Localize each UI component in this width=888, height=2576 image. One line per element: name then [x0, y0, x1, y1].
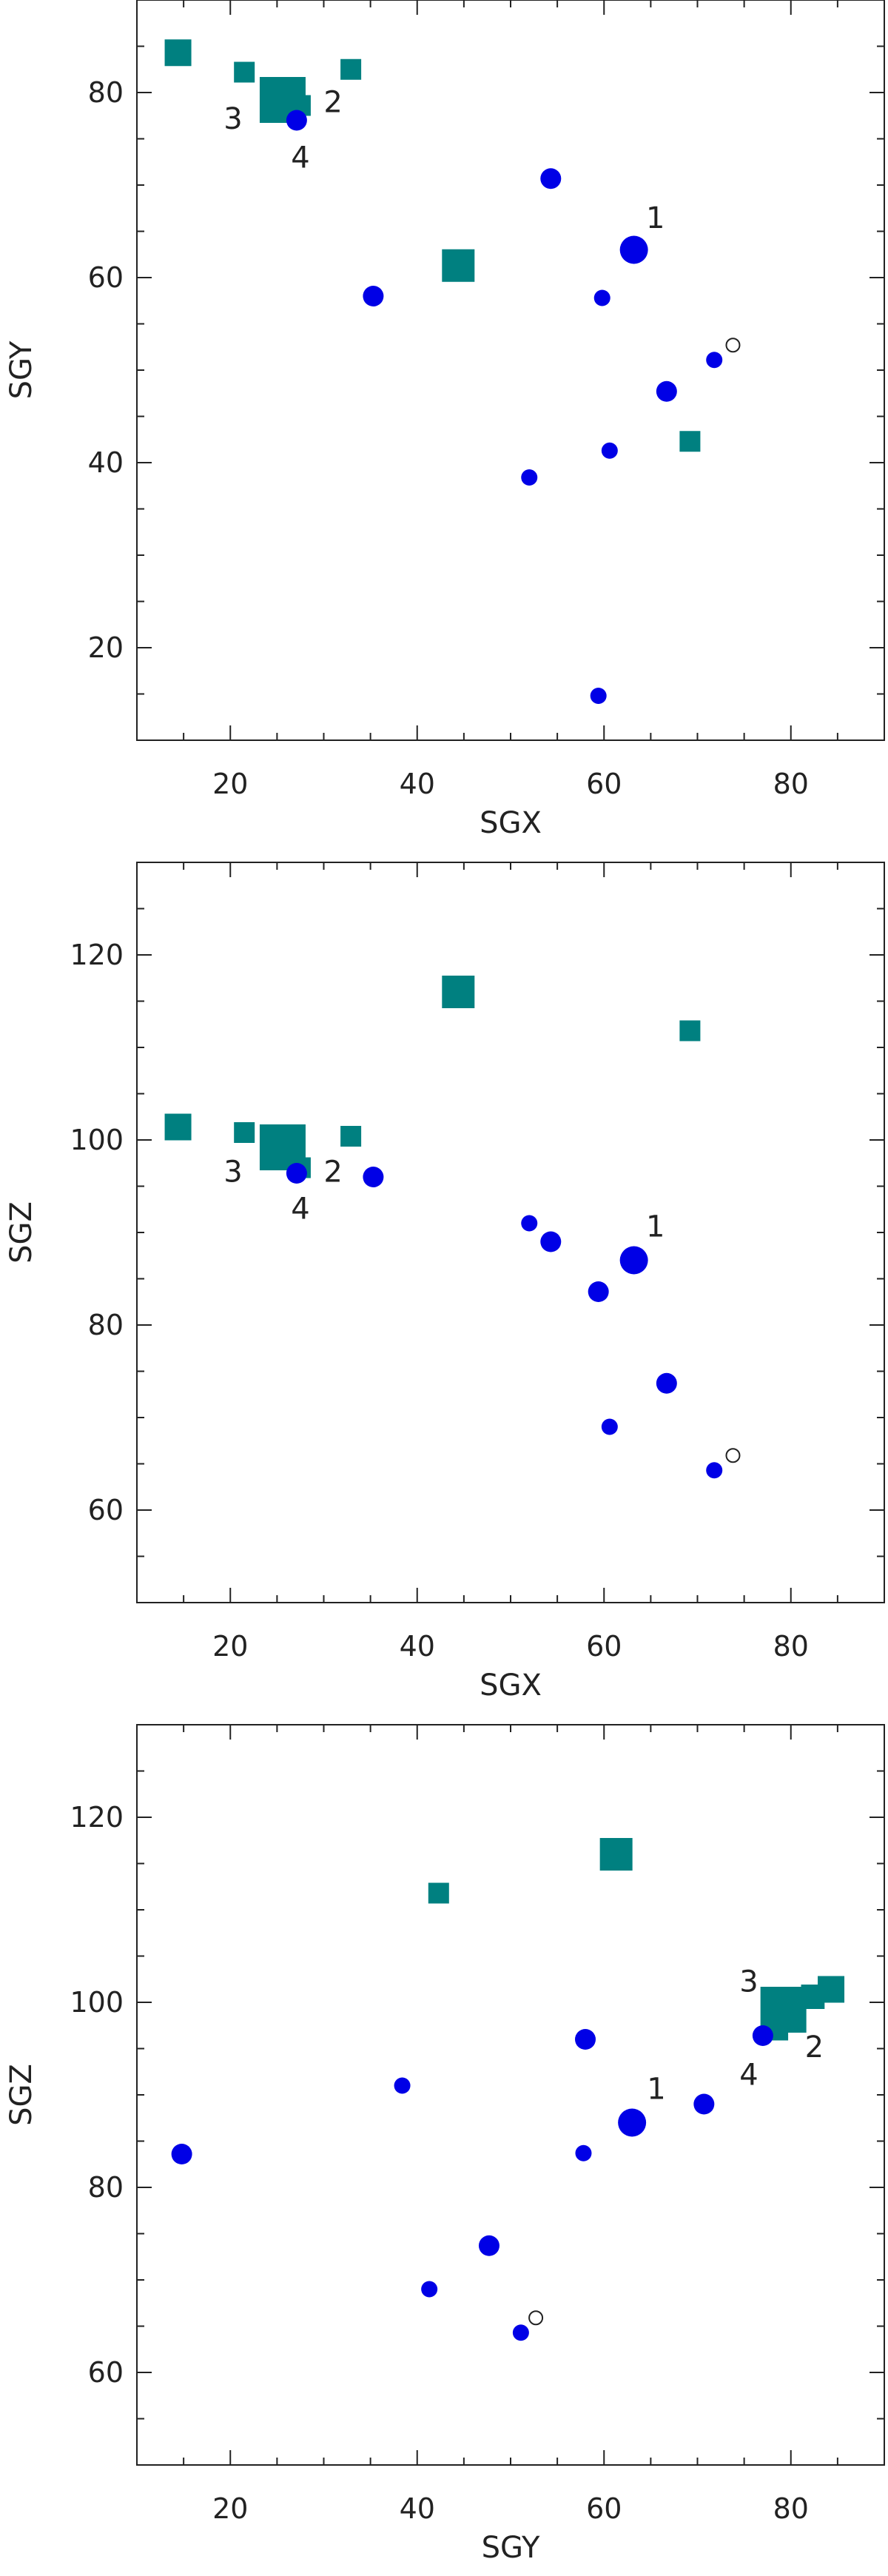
point-annotation: 1: [647, 2072, 665, 2106]
y-tick-label: 60: [88, 1494, 124, 1526]
circle-point: [171, 2144, 192, 2164]
square-point: [818, 1976, 845, 2003]
point-annotation: 4: [291, 1193, 309, 1227]
square-point: [164, 1113, 192, 1141]
y-tick-label: 60: [88, 2356, 124, 2389]
square-point: [599, 1838, 633, 1871]
x-tick-label: 40: [400, 1630, 435, 1663]
x-tick-label: 20: [212, 1630, 248, 1663]
open-circle-point: [725, 338, 741, 353]
circle-point: [521, 469, 538, 486]
x-axis-label: SGY: [482, 2531, 540, 2565]
square-point: [234, 1122, 255, 1143]
circle-point: [521, 1215, 538, 1232]
x-axis-label: SGX: [480, 806, 542, 840]
circle-point: [601, 442, 618, 459]
x-axis-label: SGX: [480, 1668, 542, 1703]
x-tick-label: 20: [212, 768, 248, 800]
square-point: [340, 58, 362, 80]
x-tick-label: 80: [773, 2492, 809, 2525]
x-tick-label: 20: [212, 2492, 248, 2525]
circle-point: [575, 2029, 596, 2050]
x-tick-label: 80: [773, 1630, 809, 1663]
circle-point: [619, 1246, 648, 1275]
open-circle-point: [528, 2310, 544, 2326]
circle-point: [363, 1167, 384, 1187]
y-axis-label: SGZ: [4, 1201, 38, 1264]
square-point: [679, 431, 701, 452]
plot-frame: [136, 0, 885, 741]
circle-point: [478, 2235, 500, 2256]
square-point: [164, 39, 192, 67]
circle-point: [590, 688, 607, 704]
circle-point: [421, 2281, 438, 2298]
circle-point: [601, 1418, 618, 1435]
circle-point: [656, 1372, 677, 1394]
y-tick-label: 40: [88, 446, 124, 479]
open-circle-point: [725, 1448, 741, 1463]
y-axis-label: SGZ: [4, 2064, 38, 2126]
circle-point: [618, 2108, 647, 2137]
square-point: [234, 61, 255, 83]
y-tick-label: 20: [88, 631, 124, 664]
square-point: [679, 1020, 701, 1042]
y-tick-label: 100: [70, 1986, 124, 2019]
square-point: [442, 976, 475, 1008]
point-annotation: 1: [646, 1210, 665, 1244]
circle-point: [286, 1163, 307, 1184]
circle-point: [752, 2025, 773, 2046]
square-point: [340, 1126, 362, 1147]
x-tick-label: 80: [773, 768, 809, 800]
plot-frame: [136, 862, 885, 1603]
point-annotation: 3: [223, 102, 242, 136]
x-tick-label: 60: [586, 2492, 622, 2525]
scatter-panel-sgx-sgz: 20 40 60 80 60 80 100 120 SGX SGZ 1 2 3 4: [4, 862, 885, 1703]
circle-point: [656, 380, 677, 402]
y-tick-label: 120: [70, 939, 124, 971]
circle-point: [363, 286, 384, 306]
square-point: [428, 1882, 449, 1904]
y-tick-label: 120: [70, 1801, 124, 1834]
circle-point: [575, 2144, 592, 2161]
point-annotation: 4: [291, 141, 309, 175]
x-tick-label: 60: [586, 1630, 622, 1663]
x-tick-label: 60: [586, 768, 622, 800]
x-tick-label: 40: [400, 768, 435, 800]
circle-point: [693, 2093, 715, 2115]
point-annotation: 2: [323, 1155, 342, 1190]
point-annotation: 4: [739, 2059, 758, 2093]
circle-point: [593, 289, 610, 306]
circle-point: [540, 1231, 562, 1252]
point-annotation: 3: [223, 1155, 242, 1190]
scatter-panel-sgx-sgy: 20 40 60 80 20 40 60 80 SGX SGY 1 2 3 4: [4, 0, 885, 840]
point-annotation: 2: [323, 86, 342, 120]
circle-point: [706, 1462, 723, 1479]
square-point: [442, 249, 475, 282]
circle-point: [394, 2077, 411, 2094]
circle-point: [619, 235, 648, 264]
circle-point: [286, 110, 307, 131]
y-tick-label: 80: [88, 2171, 124, 2204]
circle-point: [512, 2324, 529, 2341]
y-tick-label: 80: [88, 1309, 124, 1341]
y-tick-label: 60: [88, 261, 124, 294]
y-tick-label: 100: [70, 1124, 124, 1156]
circle-point: [588, 1281, 609, 1302]
y-tick-label: 80: [88, 76, 124, 109]
y-axis-label: SGY: [4, 341, 38, 399]
circle-point: [706, 352, 723, 369]
scatter-panel-sgy-sgz: 20 40 60 80 60 80 100 120 SGY SGZ 1 2 3 4: [4, 1724, 885, 2565]
point-annotation: 1: [646, 201, 665, 235]
point-annotation: 2: [805, 2030, 824, 2065]
circle-point: [540, 168, 562, 189]
point-annotation: 3: [739, 1965, 758, 1999]
plot-frame: [136, 1724, 885, 2466]
x-tick-label: 40: [400, 2492, 435, 2525]
